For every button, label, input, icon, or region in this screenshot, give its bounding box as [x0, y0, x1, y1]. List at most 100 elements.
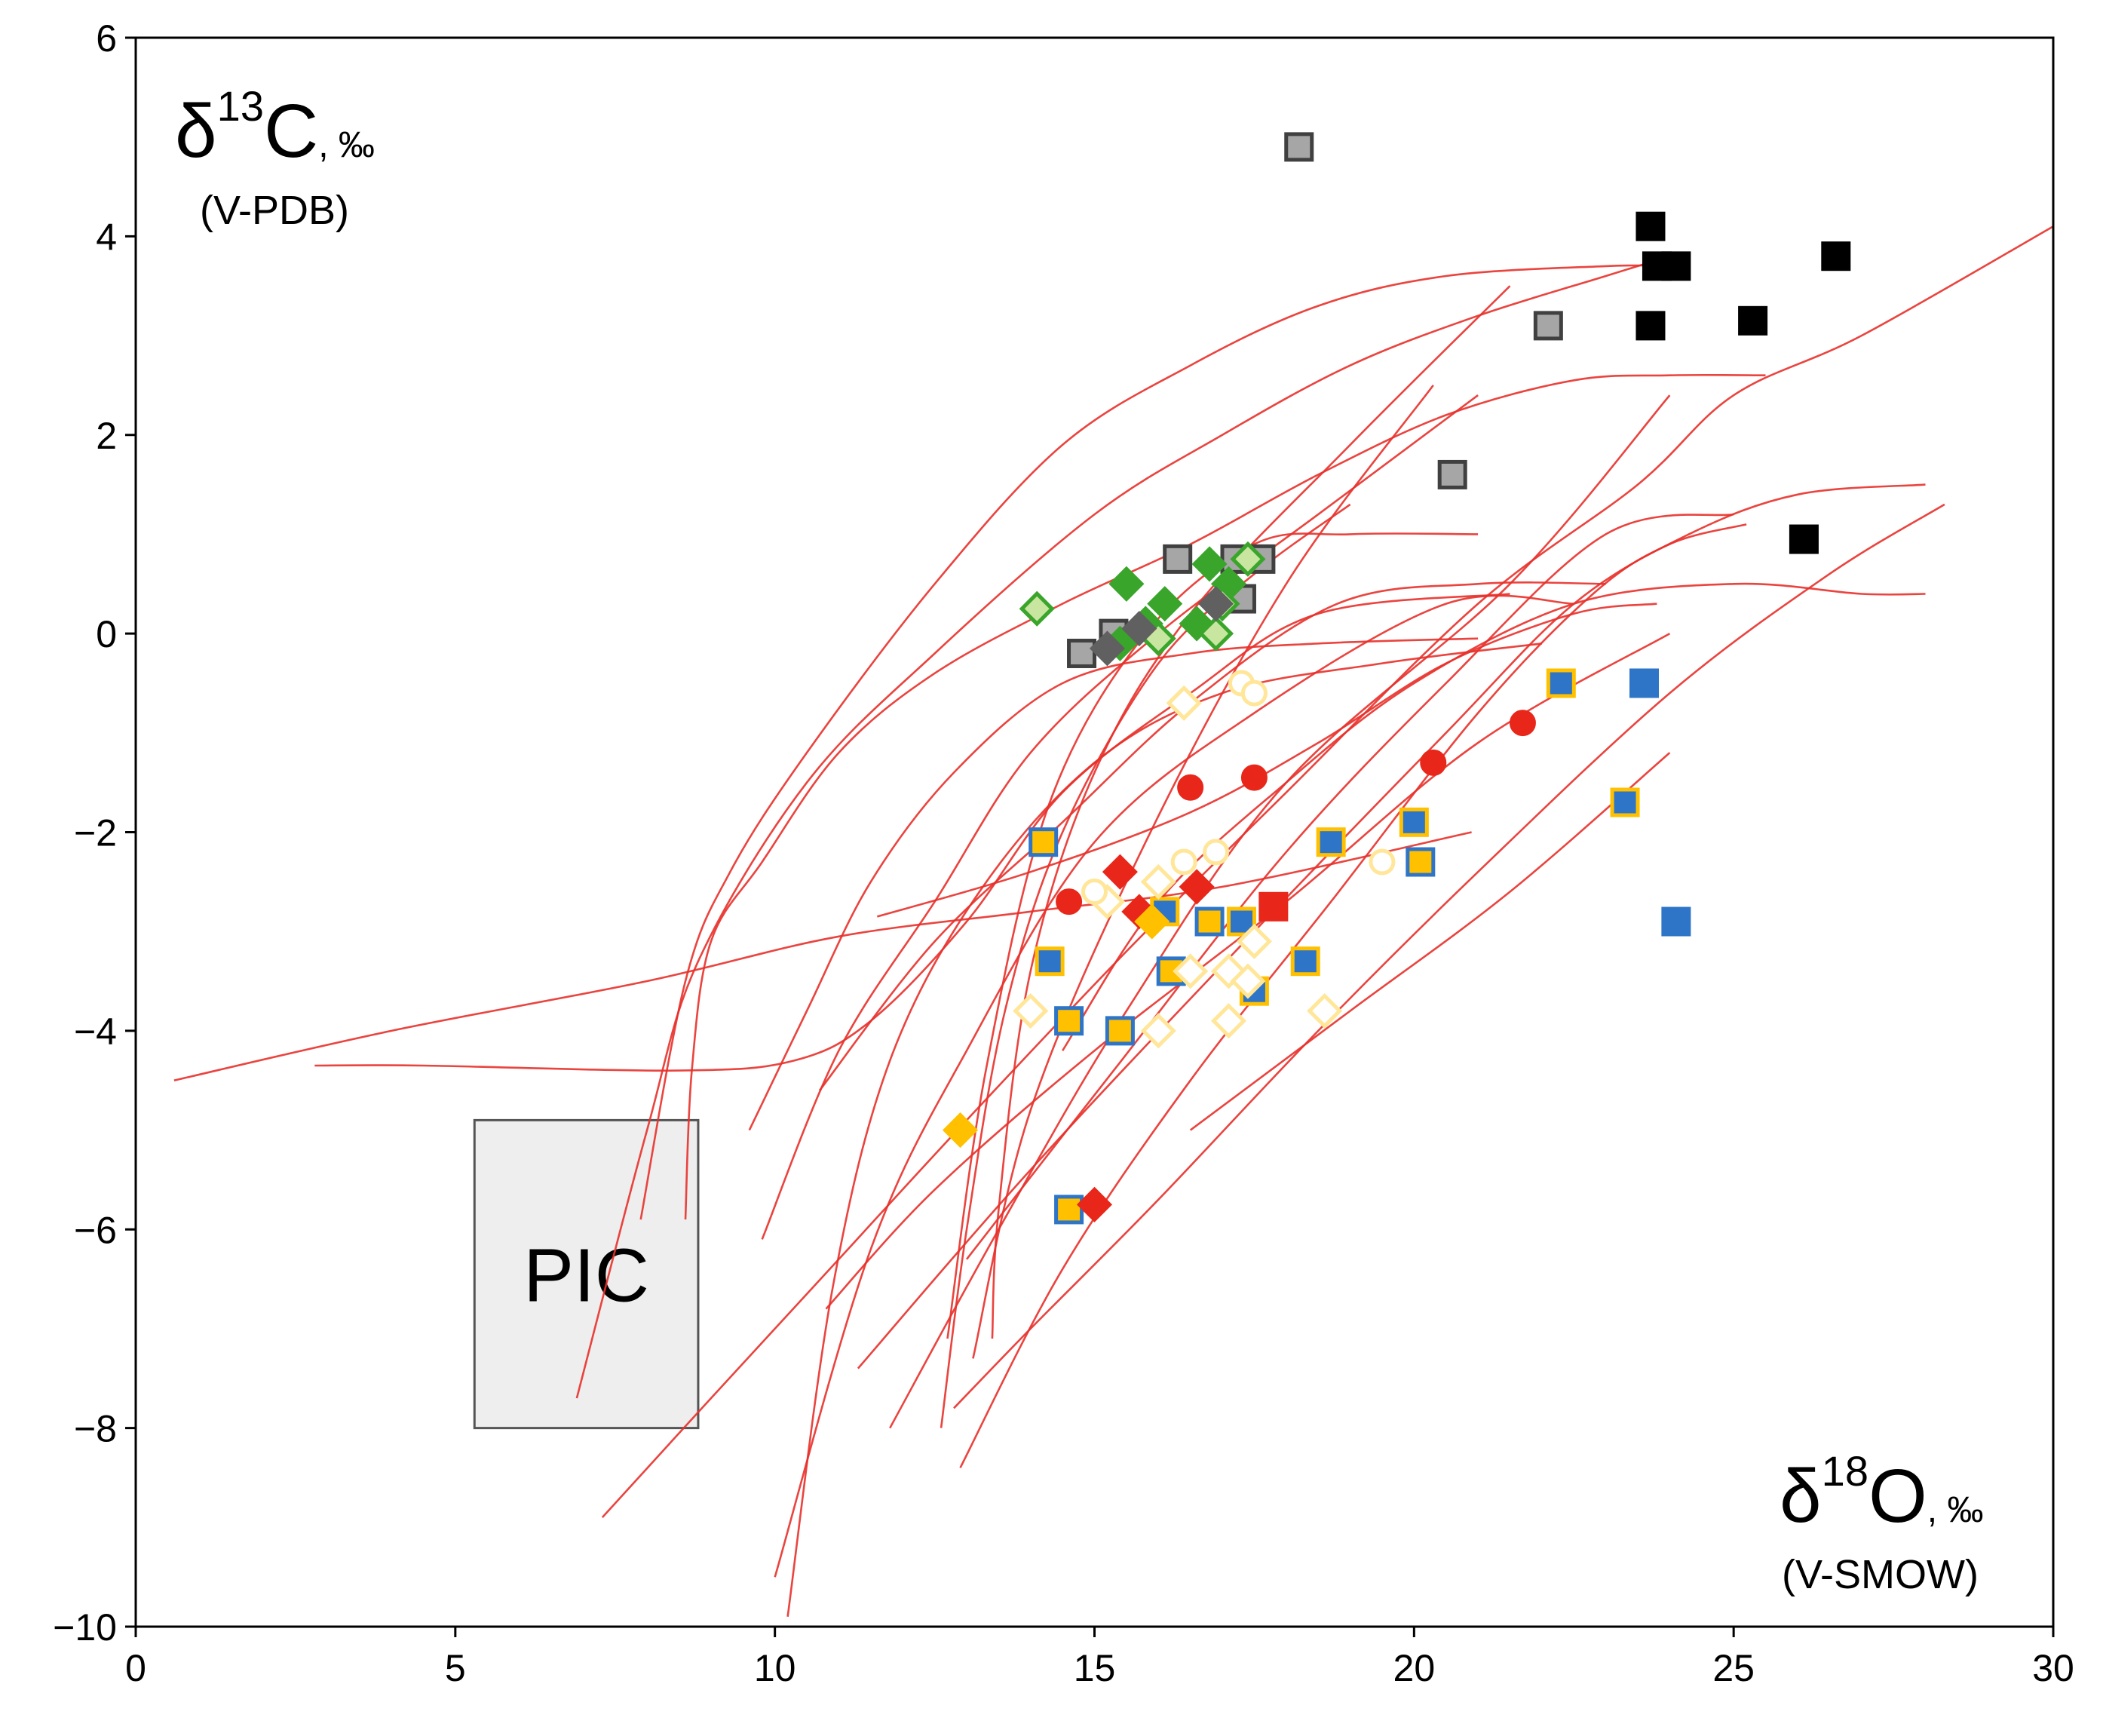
data-point-diamond-3-1 [1108, 566, 1145, 602]
data-point-square-8-6 [1105, 1016, 1135, 1046]
data-point-diamond-13-2 [1140, 863, 1176, 900]
data-point-square-1-3 [1661, 251, 1691, 281]
trend-curve-5 [314, 593, 1510, 1072]
data-point-circle-10-1 [1509, 710, 1536, 737]
pic-region-label: PIC [523, 1234, 649, 1318]
data-point-diamond-5-3 [1089, 630, 1125, 667]
x-axis-label-symbol: δ [1780, 1454, 1822, 1538]
region-layer: PIC [473, 1118, 700, 1430]
y-tick-label-0: 6 [96, 17, 117, 60]
data-point-square-6-2 [1661, 906, 1691, 937]
data-point-square-8-3 [1194, 906, 1225, 937]
data-point-circle-14-4 [1203, 839, 1230, 866]
y-axis-label-element: C [264, 89, 318, 173]
series-red-circles [1056, 710, 1536, 916]
y-axis-label-symbol: δ [175, 89, 217, 173]
data-point-square-8-1 [1029, 827, 1059, 857]
trend-curve-3 [684, 373, 1766, 1220]
trend-curve-4 [173, 831, 1472, 1081]
series-pale-yellow-open-diamonds [1013, 685, 1343, 1049]
x-tick-label-3: 15 [1074, 1647, 1116, 1689]
data-point-square-8-2 [1406, 847, 1436, 877]
data-point-diamond-12-1 [942, 1112, 979, 1149]
data-point-diamond-13-3 [1236, 923, 1272, 959]
y-axis-label-unit: , ‰ [318, 125, 375, 165]
data-point-circle-14-5 [1369, 848, 1396, 876]
data-point-diamond-4-1 [1019, 590, 1055, 627]
x-axis-label-unit: , ‰ [1927, 1490, 1984, 1530]
x-axis-label-element: O [1868, 1454, 1927, 1538]
trend-curve-13 [972, 385, 1434, 1359]
data-point-square-1-6 [1821, 241, 1851, 271]
point-layer [942, 132, 1851, 1225]
y-tick-label-3: 0 [96, 613, 117, 655]
data-point-square-1-7 [1789, 524, 1819, 554]
data-point-square-2-2 [1533, 311, 1563, 341]
data-point-diamond-13-1 [1166, 685, 1202, 721]
x-tick-label-0: 0 [125, 1647, 146, 1689]
trend-curve-23 [953, 503, 1945, 1409]
data-point-diamond-12-2 [1134, 903, 1170, 940]
series-black-squares [1635, 211, 1851, 554]
pic-region-box [473, 1118, 700, 1430]
data-point-square-7-4 [1399, 807, 1429, 837]
data-point-diamond-3-3 [1191, 546, 1228, 582]
trend-curve-20 [876, 603, 1657, 918]
x-axis-label: δ18O, ‰ [1780, 1447, 1983, 1538]
x-axis-label-superscript: 18 [1822, 1447, 1868, 1495]
trend-curve-8 [748, 637, 1479, 1131]
data-point-square-7-5 [1226, 906, 1256, 937]
data-point-diamond-13-6 [1230, 963, 1266, 999]
trend-curve-24 [1189, 752, 1671, 1131]
data-point-diamond-5-2 [1198, 586, 1234, 622]
data-point-diamond-3-2 [1147, 586, 1183, 622]
series-red-diamonds [1076, 854, 1215, 1222]
data-point-square-2-4 [1163, 544, 1193, 574]
x-tick-label-1: 5 [445, 1647, 466, 1689]
series-yellow-bordered-blue-squares [1035, 668, 1640, 1006]
data-point-square-2-9 [1067, 638, 1097, 668]
data-point-square-2-3 [1437, 459, 1467, 489]
data-point-square-7-6 [1035, 946, 1065, 977]
y-tick-label-4: −2 [74, 812, 117, 854]
trend-curve-9 [761, 394, 1479, 1240]
data-point-diamond-11-1 [1102, 854, 1138, 890]
y-axis-label: δ13C, ‰ [175, 82, 375, 173]
trend-curve-11 [991, 285, 1511, 1339]
y-tick-label-1: 4 [96, 216, 117, 258]
trend-curve-6 [786, 643, 1543, 1617]
data-point-diamond-13-5 [1173, 953, 1209, 989]
data-point-circle-14-3 [1170, 848, 1197, 876]
data-point-square-7-7 [1290, 946, 1320, 977]
x-axis-label-reference: (V-SMOW) [1782, 1552, 1979, 1597]
trend-curve-1 [575, 255, 1670, 1399]
trend-curve-12 [946, 532, 1479, 1339]
data-point-circle-10-4 [1240, 764, 1268, 791]
x-tick-label-2: 10 [754, 1647, 796, 1689]
y-tick-label-8: −10 [53, 1606, 117, 1649]
data-point-square-8-5 [1054, 1006, 1084, 1036]
trend-curve-16 [965, 513, 1734, 1260]
x-tick-label-4: 20 [1393, 1647, 1436, 1689]
series-blue-squares [1629, 668, 1691, 937]
trend-curve-17 [857, 483, 1926, 1369]
data-point-diamond-13-10 [1307, 993, 1343, 1029]
data-point-square-6-1 [1629, 668, 1659, 698]
data-point-circle-10-2 [1420, 749, 1447, 776]
data-point-diamond-11-4 [1076, 1186, 1113, 1222]
data-point-square-7-2 [1610, 787, 1640, 817]
data-point-diamond-13-9 [1210, 1003, 1247, 1039]
series-dark-gray-small-diamonds [1089, 586, 1234, 667]
data-point-circle-10-5 [1056, 888, 1083, 916]
y-axis-label-reference: (V-PDB) [200, 188, 349, 233]
data-point-circle-14-6 [1081, 879, 1108, 906]
y-tick-label-5: −4 [74, 1011, 117, 1053]
y-axis-label-superscript: 13 [217, 82, 264, 130]
series-orange-diamonds [942, 903, 1170, 1149]
data-point-square-1-1 [1635, 211, 1666, 241]
trend-curve-7 [774, 594, 1574, 1578]
trend-curve-22 [601, 225, 2054, 1518]
